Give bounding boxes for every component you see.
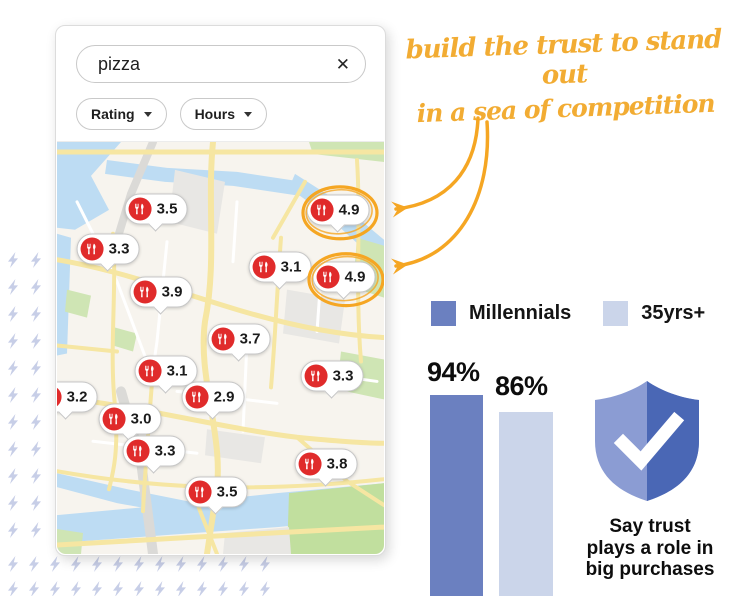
filter-hours-button[interactable]: Hours: [179, 98, 268, 130]
map-pin[interactable]: 3.2: [57, 381, 98, 420]
map-pin[interactable]: 3.0: [98, 403, 162, 442]
trust-caption-line1: Say trust: [609, 516, 691, 537]
map-pin[interactable]: 3.8: [294, 448, 358, 487]
pin-rating: 3.9: [161, 283, 183, 301]
restaurant-icon: [316, 265, 340, 289]
map-pin[interactable]: 4.9: [306, 194, 370, 233]
trust-caption-line2: plays a role in: [586, 537, 714, 559]
map-view[interactable]: 3.5 4.9 3.3 3.1 4.9 3.9 3.7 3.1 3.3 2.9 3.2 3.0 3.3 3…: [57, 141, 384, 554]
headline-line1: build the trust to stand out: [405, 24, 722, 91]
restaurant-icon: [185, 385, 209, 409]
legend-label-millennials: Millennials: [469, 302, 572, 324]
filter-rating-button[interactable]: Rating: [76, 98, 167, 130]
map-pin[interactable]: 3.9: [129, 276, 193, 315]
restaurant-icon: [57, 385, 62, 409]
map-pin[interactable]: 3.5: [184, 476, 248, 515]
bar-value-millennials: 94%: [427, 357, 480, 387]
restaurant-icon: [133, 280, 157, 304]
clear-search-icon[interactable]: ✕: [335, 54, 350, 74]
pin-rating: 3.3: [154, 442, 176, 460]
pin-rating: 3.7: [239, 330, 261, 348]
restaurant-icon: [211, 327, 235, 351]
filter-chips: Rating Hours: [76, 98, 268, 130]
map-pin[interactable]: 2.9: [181, 381, 245, 420]
bar-35plus: [499, 412, 553, 596]
trust-caption-line3: big purchases: [585, 559, 715, 580]
legend-label-35plus: 35yrs+: [641, 302, 706, 324]
pin-rating: 3.5: [156, 200, 178, 218]
trust-shield-icon: [595, 381, 699, 501]
restaurant-icon: [310, 198, 334, 222]
pin-rating: 3.0: [130, 410, 152, 428]
map-pin[interactable]: 3.3: [300, 360, 364, 399]
pin-rating: 3.1: [166, 362, 188, 380]
restaurant-icon: [80, 237, 104, 261]
legend-swatch-millennials: [431, 301, 456, 326]
filter-rating-label: Rating: [91, 106, 135, 122]
map-pin[interactable]: 3.7: [207, 323, 271, 362]
map-pin[interactable]: 4.9: [312, 261, 376, 300]
phone-mockup: pizza ✕ Rating Hours: [55, 25, 386, 556]
pin-rating: 4.9: [338, 201, 360, 219]
trust-caption: Say trust plays a role in big purchases: [570, 516, 730, 581]
map-pin[interactable]: 3.1: [248, 251, 312, 290]
pin-rating: 3.3: [332, 367, 354, 385]
pin-rating: 3.2: [66, 388, 88, 406]
pin-rating: 3.8: [326, 455, 348, 473]
bar-value-35plus: 86%: [495, 371, 548, 401]
restaurant-icon: [298, 452, 322, 476]
bar-millennials: [430, 395, 483, 596]
map-pin[interactable]: 3.5: [124, 193, 188, 232]
restaurant-icon: [252, 255, 276, 279]
restaurant-icon: [304, 364, 328, 388]
filter-hours-label: Hours: [194, 106, 236, 122]
map-pin[interactable]: 3.1: [134, 355, 198, 394]
restaurant-icon: [138, 359, 162, 383]
restaurant-icon: [126, 439, 150, 463]
chevron-down-icon: [143, 111, 152, 121]
map-pin[interactable]: 3.3: [122, 435, 186, 474]
pin-rating: 3.1: [280, 258, 302, 276]
pin-rating: 2.9: [213, 388, 235, 406]
search-bar[interactable]: pizza ✕: [76, 45, 366, 83]
pin-rating: 3.3: [108, 240, 130, 258]
restaurant-icon: [128, 197, 152, 221]
map-pin[interactable]: 3.3: [76, 233, 140, 272]
chevron-down-icon: [244, 111, 253, 121]
pin-rating: 3.5: [216, 483, 238, 501]
headline: build the trust to stand out in a sea of…: [388, 24, 739, 129]
search-input[interactable]: pizza: [98, 53, 141, 74]
legend-swatch-35plus: [603, 301, 629, 326]
pin-rating: 4.9: [344, 268, 366, 286]
restaurant-icon: [102, 407, 126, 431]
restaurant-icon: [188, 480, 212, 504]
chart-legend: Millennials 35yrs+: [431, 301, 705, 326]
